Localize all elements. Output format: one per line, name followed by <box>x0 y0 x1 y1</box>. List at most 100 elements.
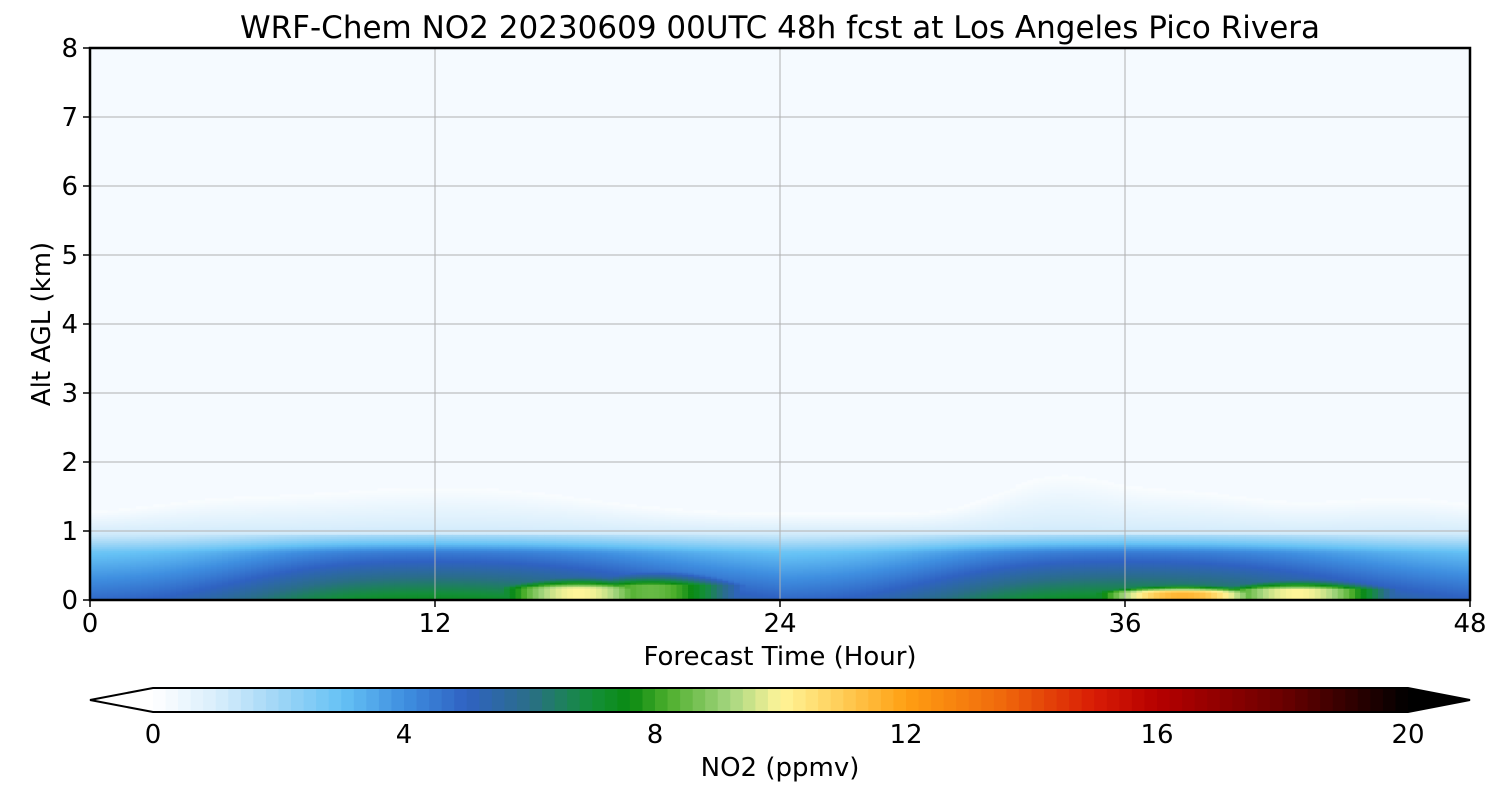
field-cell <box>314 510 321 513</box>
field-cell <box>348 590 356 593</box>
field-cell <box>486 526 494 529</box>
field-cell <box>124 578 131 581</box>
field-cell <box>251 590 258 593</box>
field-cell <box>389 584 396 587</box>
field-cell <box>521 530 528 533</box>
field-cell <box>481 548 488 551</box>
field-cell <box>239 542 246 545</box>
field-cell <box>584 596 591 599</box>
field-cell <box>567 498 574 501</box>
field-cell <box>366 494 373 497</box>
field-cell <box>354 540 361 543</box>
field-cell <box>118 558 126 561</box>
field-cell <box>348 522 356 525</box>
field-cell <box>452 546 459 549</box>
field-cell <box>412 552 419 555</box>
field-cell <box>233 566 241 569</box>
field-cell <box>210 548 218 551</box>
field-cell <box>308 538 315 541</box>
field-cell <box>417 558 425 561</box>
field-cell <box>423 520 430 523</box>
field-cell <box>337 516 344 519</box>
field-cell <box>481 592 488 595</box>
field-cell <box>527 538 534 541</box>
field-cell <box>274 552 281 555</box>
field-cell <box>475 488 482 491</box>
field-cell <box>325 492 333 495</box>
field-cell <box>239 570 246 573</box>
field-cell <box>515 564 522 567</box>
field-cell <box>354 592 361 595</box>
field-cell <box>147 578 154 581</box>
field-cell <box>279 568 287 571</box>
field-cell <box>222 564 229 567</box>
field-cell <box>555 576 563 579</box>
field-cell <box>239 550 246 553</box>
field-cell <box>337 520 344 523</box>
field-cell <box>590 532 597 535</box>
field-cell <box>107 538 114 541</box>
field-cell <box>463 586 471 589</box>
field-cell <box>325 590 333 593</box>
field-cell <box>509 540 517 543</box>
field-cell <box>458 564 465 567</box>
field-cell <box>239 522 246 525</box>
field-cell <box>452 494 459 497</box>
field-cell <box>153 522 160 525</box>
field-cell <box>308 506 315 509</box>
field-cell <box>366 526 373 529</box>
field-cell <box>406 572 413 575</box>
field-cell <box>228 532 235 535</box>
field-cell <box>348 564 356 567</box>
field-cell <box>251 556 258 559</box>
field-cell <box>394 498 402 501</box>
field-cell <box>216 508 223 511</box>
field-cell <box>544 574 551 577</box>
field-cell <box>136 594 143 597</box>
field-cell <box>412 500 419 503</box>
field-cell <box>532 590 540 593</box>
field-cell <box>320 528 327 531</box>
field-cell <box>596 590 603 593</box>
field-cell <box>216 526 223 529</box>
field-cell <box>337 566 344 569</box>
field-cell <box>297 512 304 515</box>
field-cell <box>205 514 212 517</box>
field-cell <box>343 538 350 541</box>
field-cell <box>371 584 379 587</box>
field-cell <box>291 584 298 587</box>
field-cell <box>256 574 264 577</box>
field-cell <box>440 566 448 569</box>
field-cell <box>314 596 321 599</box>
field-cell <box>251 496 258 499</box>
field-cell <box>343 548 350 551</box>
field-cell <box>504 552 511 555</box>
field-cell <box>504 554 511 557</box>
field-cell <box>475 532 482 535</box>
field-cell <box>314 578 321 581</box>
field-cell <box>417 490 425 493</box>
field-cell <box>124 520 131 523</box>
field-cell <box>291 570 298 573</box>
field-cell <box>193 534 200 537</box>
field-cell <box>515 560 522 563</box>
field-cell <box>343 498 350 501</box>
field-cell <box>216 516 223 519</box>
field-cell <box>486 574 494 577</box>
field-cell <box>302 552 310 555</box>
field-cell <box>394 564 402 567</box>
field-cell <box>394 502 402 505</box>
field-cell <box>521 508 528 511</box>
field-cell <box>193 512 200 515</box>
field-cell <box>176 572 183 575</box>
field-cell <box>170 588 177 591</box>
field-cell <box>337 532 344 535</box>
field-cell <box>590 528 597 531</box>
field-cell <box>101 560 108 563</box>
field-cell <box>389 554 396 557</box>
field-cell <box>515 518 522 521</box>
field-cell <box>406 522 413 525</box>
field-cell <box>452 590 459 593</box>
field-cell <box>182 502 189 505</box>
field-cell <box>107 520 114 523</box>
